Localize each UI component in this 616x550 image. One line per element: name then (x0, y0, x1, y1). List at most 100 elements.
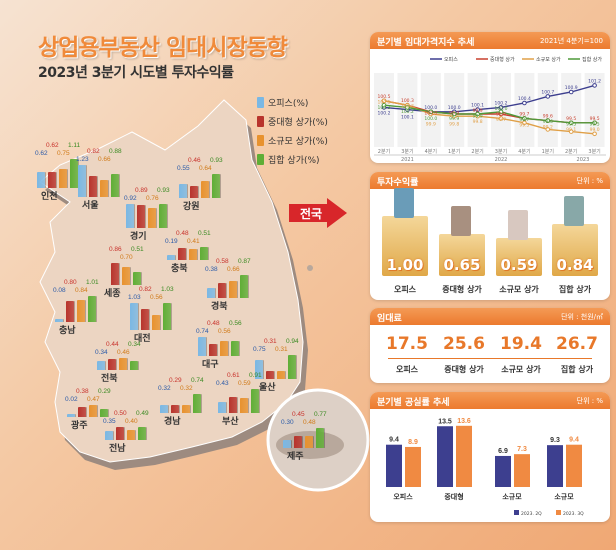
column-band (537, 73, 558, 147)
region-bar (171, 405, 179, 413)
office-icon (257, 97, 264, 108)
column-band (374, 73, 394, 147)
rent-category: 중대형 상가 (444, 365, 484, 374)
region-bar (89, 404, 97, 417)
legend-label: 오피스 (444, 56, 458, 63)
data-point (568, 89, 574, 95)
region-bar (266, 370, 274, 379)
panel-unit: 단위 : % (576, 397, 603, 405)
region-value: 0.87 (238, 258, 251, 266)
region-bar (111, 174, 119, 197)
vacancy-chart: 9.4 8.9 오피스 13.5 13.6 중대형 6.9 7.3 소규모 9.3 9.4 소규모 20… (386, 418, 584, 517)
data-label: 99.8 (473, 119, 483, 125)
arrow-icon (289, 198, 347, 228)
data-label: 99.5 (519, 122, 529, 128)
region-bar (152, 315, 160, 330)
legend-swatch (556, 510, 561, 515)
region-bar (78, 165, 86, 197)
panel-title: 분기별 임대가격지수 추세 (377, 38, 475, 48)
panel-title: 임대료 (377, 314, 402, 324)
pedestal (439, 234, 485, 276)
region-value: 0.62 (46, 142, 59, 150)
region-value: 0.93 (157, 186, 170, 194)
vacancy-category: 중대형 (444, 492, 463, 501)
region-value: 0.93 (210, 156, 223, 164)
region-bar (89, 175, 97, 197)
region-bar (77, 300, 85, 322)
data-label: 99.0 (590, 127, 600, 133)
region-bar (59, 168, 67, 188)
page-title: 상업용부동산 임대시장동향 (38, 35, 288, 61)
region-bar (229, 397, 237, 413)
data-point (592, 120, 597, 126)
building-icon (564, 196, 584, 226)
region-value: 0.46 (188, 156, 201, 164)
rent-category: 집합 상가 (560, 365, 594, 374)
data-point (522, 100, 527, 106)
region-name: 충북 (171, 264, 188, 274)
region-bar (116, 427, 124, 440)
region-bar (141, 308, 149, 330)
region-value: 0.31 (264, 337, 277, 345)
yield-category: 오피스 (393, 285, 417, 294)
data-point (381, 102, 387, 108)
region-value: 0.77 (314, 410, 327, 418)
pedestal (552, 224, 598, 276)
yield-value: 0.84 (556, 256, 594, 274)
vacancy-category: 소규모 (554, 493, 574, 501)
vacancy-value: 9.4 (569, 437, 579, 444)
data-label: 99.9 (473, 114, 483, 120)
region-bar (127, 429, 135, 440)
region-value: 0.02 (65, 395, 78, 403)
divider (388, 358, 592, 359)
region-value: 0.44 (106, 341, 119, 349)
data-point (451, 111, 457, 117)
region-value: 1.23 (76, 156, 89, 164)
rent-value: 19.4 (500, 334, 542, 354)
x-tick-label: 3분기 (495, 148, 507, 155)
vacancy-bar (514, 454, 530, 487)
region-bar (305, 435, 313, 448)
legend-label: 집합 상가(%) (268, 156, 320, 166)
region-name: 인천 (41, 192, 58, 202)
region-bar (105, 430, 113, 440)
building-icon (394, 188, 414, 218)
region-bar (122, 266, 130, 285)
region-value: 0.34 (128, 341, 141, 349)
region-value: 0.40 (125, 418, 138, 425)
x-tick-label: 2분기 (471, 148, 483, 155)
legend-office: 오피스(%) (257, 96, 308, 109)
region-bar (97, 361, 105, 370)
data-label: 99.8 (449, 121, 459, 127)
region-bar (179, 183, 187, 198)
data-point (545, 127, 551, 132)
region-bar (255, 359, 263, 379)
region-bar (160, 404, 168, 413)
region-name: 경기 (130, 232, 147, 242)
region-bar (316, 427, 324, 448)
vacancy-bar (547, 445, 563, 487)
data-label: 99.9 (496, 111, 506, 117)
yield-value: 1.00 (386, 256, 424, 274)
vacancy-bar (437, 426, 453, 487)
column-band (514, 73, 535, 147)
rent-value: 26.7 (556, 334, 598, 354)
legend-label: 집합 상가 (582, 56, 602, 63)
region-value: 0.94 (286, 337, 299, 345)
region-bar (111, 262, 119, 285)
region-value: 0.64 (199, 164, 212, 172)
data-point (545, 94, 551, 99)
region-bar (148, 208, 156, 228)
region-value: 1.03 (128, 294, 141, 302)
rent-panel: 임대료 단위 : 천원/㎡ 17.5 오피스 25.6 중대형 상가 19.4 소규모 상가… (370, 308, 610, 383)
legend-label: 2023. 2Q (521, 511, 542, 517)
region-bar (190, 186, 198, 198)
region-bar (138, 427, 146, 440)
rent-index-panel: 분기별 임대가격지수 추세 2021년 4분기=100 2분기 3분기 4분기 1분기 2… (370, 32, 610, 163)
small-icon (257, 135, 264, 146)
region-bar (48, 171, 56, 188)
legend-label: 소규모 상가(%) (268, 137, 328, 147)
region-value: 0.74 (191, 376, 204, 384)
building-icon (508, 210, 528, 240)
region-bar (70, 159, 78, 188)
